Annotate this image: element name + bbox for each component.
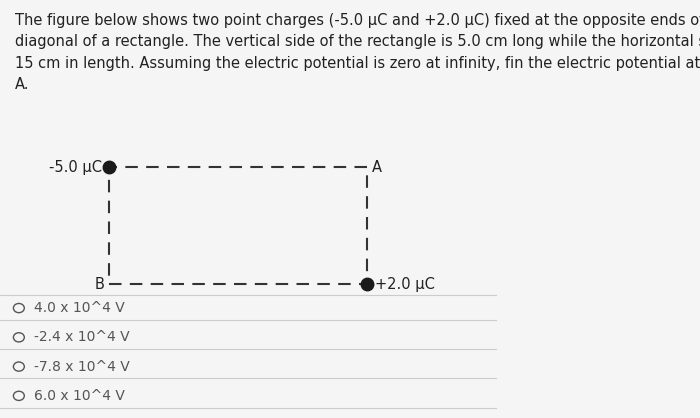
Text: 4.0 x 10^4 V: 4.0 x 10^4 V xyxy=(34,301,125,315)
Text: -5.0 μC: -5.0 μC xyxy=(49,160,102,175)
Text: B: B xyxy=(94,277,104,292)
Text: +2.0 μC: +2.0 μC xyxy=(374,277,435,292)
Bar xyxy=(109,167,368,284)
Text: The figure below shows two point charges (-5.0 μC and +2.0 μC) fixed at the oppo: The figure below shows two point charges… xyxy=(15,13,700,92)
Text: 6.0 x 10^4 V: 6.0 x 10^4 V xyxy=(34,389,125,403)
Text: A: A xyxy=(372,160,382,175)
Text: -7.8 x 10^4 V: -7.8 x 10^4 V xyxy=(34,359,130,374)
Text: -2.4 x 10^4 V: -2.4 x 10^4 V xyxy=(34,330,130,344)
